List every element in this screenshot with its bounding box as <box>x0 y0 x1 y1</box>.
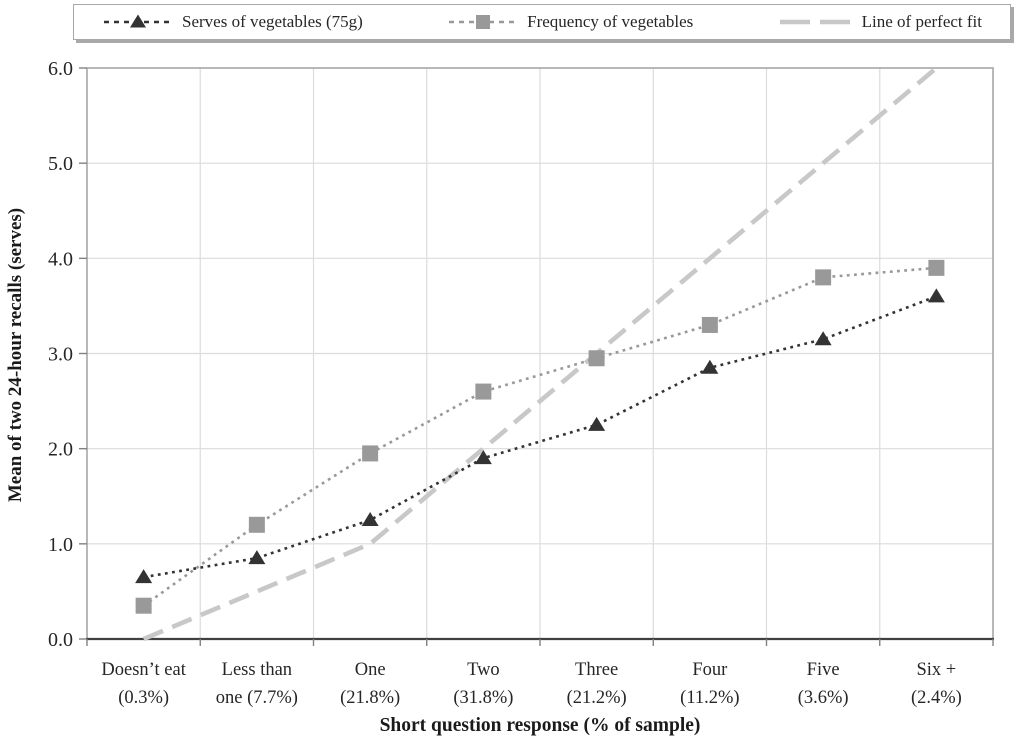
legend-item-serves: Serves of vegetables (75g) <box>102 12 363 32</box>
legend: Serves of vegetables (75g) Frequency of … <box>73 4 1011 40</box>
x-category-label: One (21.8%) <box>340 660 400 708</box>
x-category-label: Less than one (7.7%) <box>216 660 298 708</box>
y-tick-label: 4.0 <box>48 248 73 270</box>
triangle-marker <box>135 569 153 584</box>
x-category-label: Doesn’t eat (0.3%) <box>101 660 186 708</box>
serves-series-legend-marker <box>104 14 172 28</box>
square-marker <box>475 383 492 400</box>
x-category-label: Six + (2.4%) <box>911 660 962 708</box>
y-tick-label: 5.0 <box>48 153 73 175</box>
y-tick-label: 1.0 <box>48 534 73 556</box>
triangle-marker <box>474 450 492 465</box>
square-marker <box>815 269 832 286</box>
legend-label-perfect-fit: Line of perfect fit <box>861 12 982 31</box>
frequency-series-legend-marker <box>449 15 518 29</box>
perfect-fit-legend-marker <box>779 19 852 25</box>
triangle-marker <box>701 359 719 374</box>
x-category-label: Two (31.8%) <box>453 660 513 708</box>
square-marker <box>135 597 152 614</box>
y-tick-label: 3.0 <box>48 344 73 366</box>
legend-item-perfect-fit: Line of perfect fit <box>778 12 982 32</box>
legend-label-serves: Serves of vegetables (75g) <box>182 12 363 31</box>
y-tick-label: 0.0 <box>48 629 73 651</box>
square-marker <box>362 445 379 462</box>
triangle-marker <box>814 331 832 346</box>
triangle-marker <box>927 288 945 303</box>
x-category-label: Five (3.6%) <box>798 660 849 708</box>
x-category-label: Four (11.2%) <box>680 660 739 708</box>
legend-square-marker <box>476 15 491 29</box>
square-marker <box>701 316 718 333</box>
perfect-fit-line <box>142 66 938 642</box>
square-marker <box>248 516 265 533</box>
legend-triangle-marker <box>130 14 146 28</box>
legend-label-frequency: Frequency of vegetables <box>527 12 694 31</box>
x-category-label: Three (21.2%) <box>567 660 627 708</box>
legend-item-frequency: Frequency of vegetables <box>447 12 693 32</box>
y-tick-label: 6.0 <box>48 58 73 80</box>
triangle-marker <box>361 512 379 527</box>
triangle-marker <box>248 550 266 565</box>
square-marker <box>928 259 945 276</box>
triangle-marker <box>588 416 606 431</box>
y-tick-label: 2.0 <box>48 439 73 461</box>
square-marker <box>588 350 605 367</box>
frequency-series-line <box>142 266 937 607</box>
x-axis-title: Short question response (% of sample) <box>379 715 701 736</box>
